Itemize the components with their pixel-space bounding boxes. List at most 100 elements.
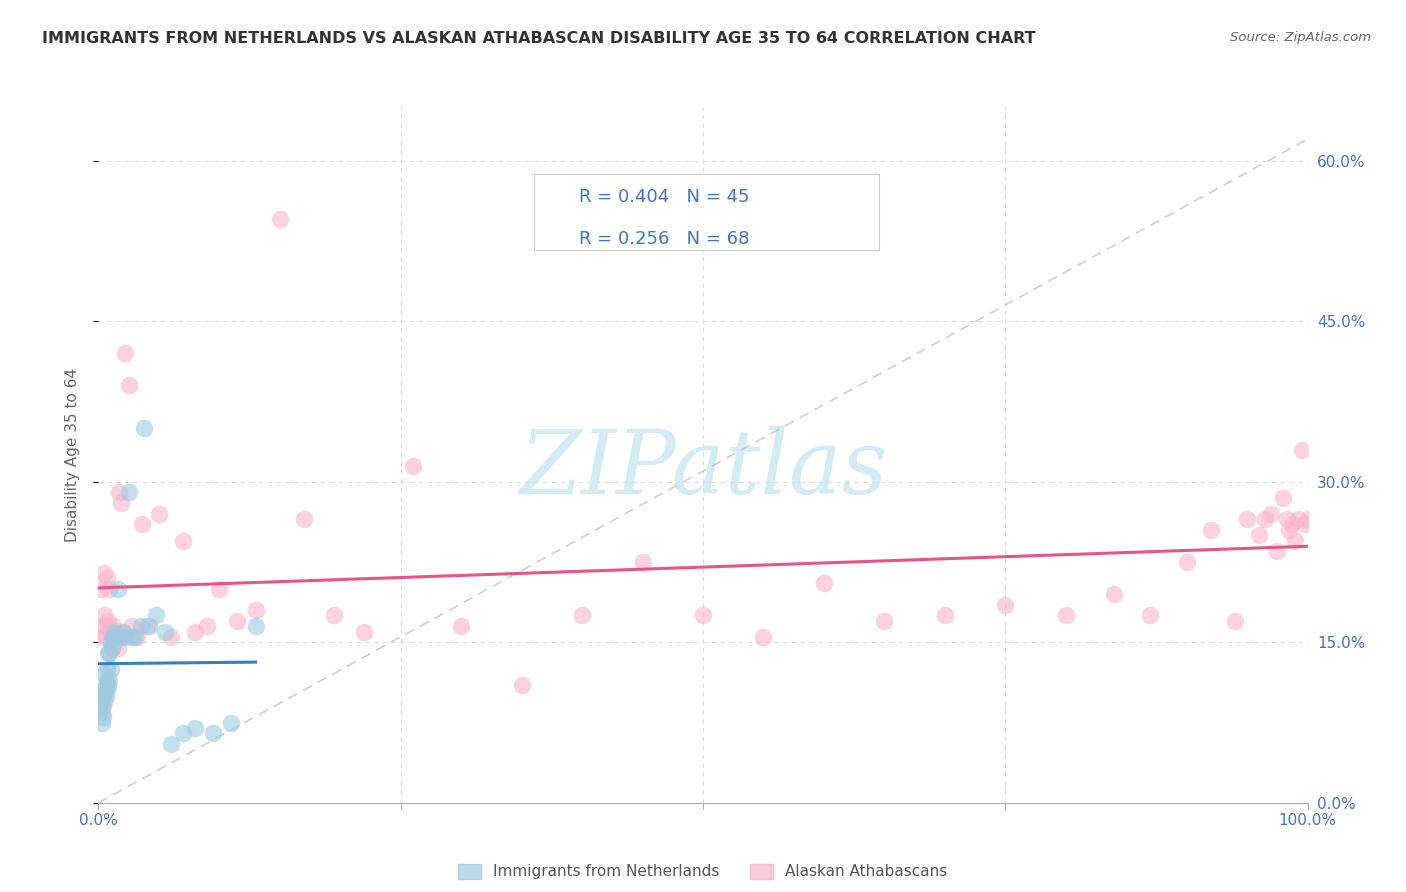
Point xyxy=(148,507,170,521)
Point xyxy=(100,640,122,655)
Point xyxy=(111,624,134,639)
Point xyxy=(1249,528,1271,542)
Point xyxy=(96,571,118,585)
Point xyxy=(221,715,243,730)
Point xyxy=(202,726,225,740)
Point xyxy=(105,624,128,639)
Point xyxy=(1286,512,1309,526)
Point xyxy=(1236,512,1258,526)
Point xyxy=(208,582,231,596)
Point xyxy=(91,699,114,714)
Point xyxy=(98,582,121,596)
Point xyxy=(114,630,136,644)
Point xyxy=(172,533,194,548)
Point xyxy=(873,614,896,628)
Point xyxy=(93,683,115,698)
Point xyxy=(91,689,114,703)
Point xyxy=(571,608,593,623)
Point xyxy=(118,485,141,500)
Point xyxy=(100,640,122,655)
Point xyxy=(138,619,160,633)
Point xyxy=(692,608,714,623)
Point xyxy=(1294,517,1316,532)
Point xyxy=(93,566,115,580)
Text: R = 0.404   N = 45: R = 0.404 N = 45 xyxy=(579,188,749,206)
Point xyxy=(91,630,114,644)
Point xyxy=(93,667,115,681)
Point xyxy=(124,630,146,644)
Point xyxy=(160,630,183,644)
Point xyxy=(93,608,115,623)
Point xyxy=(129,619,152,633)
Point xyxy=(1275,512,1298,526)
Point xyxy=(184,721,207,735)
Point xyxy=(245,619,267,633)
Point xyxy=(100,624,122,639)
Point xyxy=(90,582,112,596)
Point xyxy=(323,608,346,623)
Text: R = 0.256   N = 68: R = 0.256 N = 68 xyxy=(579,230,749,248)
Legend: Immigrants from Netherlands, Alaskan Athabascans: Immigrants from Netherlands, Alaskan Ath… xyxy=(453,857,953,886)
Point xyxy=(1139,608,1161,623)
Point xyxy=(93,694,115,708)
Point xyxy=(121,619,143,633)
Point xyxy=(752,630,775,644)
Point xyxy=(135,619,157,633)
Point xyxy=(107,582,129,596)
Point xyxy=(1296,512,1319,526)
Point xyxy=(127,630,149,644)
Point xyxy=(994,598,1017,612)
Point xyxy=(98,646,121,660)
Point xyxy=(96,662,118,676)
Point xyxy=(103,624,125,639)
Point xyxy=(1054,608,1077,623)
Point xyxy=(104,630,127,644)
Point xyxy=(118,378,141,392)
Point xyxy=(131,517,153,532)
Point xyxy=(91,715,114,730)
Point xyxy=(1278,523,1301,537)
Point xyxy=(353,624,375,639)
Point xyxy=(184,624,207,639)
Point xyxy=(402,458,425,473)
Point xyxy=(292,512,315,526)
Point xyxy=(153,624,176,639)
Point xyxy=(107,640,129,655)
Point xyxy=(94,630,117,644)
Point xyxy=(97,614,120,628)
Point xyxy=(100,635,122,649)
Point xyxy=(1291,442,1313,457)
Point xyxy=(91,705,114,719)
Point xyxy=(134,421,156,435)
Point xyxy=(90,689,112,703)
Text: ZIPatlas: ZIPatlas xyxy=(519,425,887,512)
Point xyxy=(101,619,124,633)
Text: IMMIGRANTS FROM NETHERLANDS VS ALASKAN ATHABASCAN DISABILITY AGE 35 TO 64 CORREL: IMMIGRANTS FROM NETHERLANDS VS ALASKAN A… xyxy=(42,31,1036,46)
Point xyxy=(100,662,122,676)
Y-axis label: Disability Age 35 to 64: Disability Age 35 to 64 xyxy=(65,368,80,542)
Point xyxy=(1272,491,1295,505)
Point xyxy=(103,635,125,649)
Point xyxy=(98,673,121,687)
Point xyxy=(90,694,112,708)
Point xyxy=(121,630,143,644)
Point xyxy=(1281,517,1303,532)
Point xyxy=(631,555,654,569)
Point xyxy=(111,624,134,639)
Point xyxy=(172,726,194,740)
Point xyxy=(97,678,120,692)
Point xyxy=(96,619,118,633)
Point xyxy=(89,699,111,714)
Point xyxy=(94,678,117,692)
Point xyxy=(110,496,132,510)
Point xyxy=(226,614,249,628)
Point xyxy=(97,646,120,660)
Point xyxy=(510,678,533,692)
Point xyxy=(145,608,167,623)
Point xyxy=(91,694,114,708)
Point xyxy=(91,710,114,724)
Point xyxy=(1260,507,1282,521)
Point xyxy=(813,576,835,591)
Point xyxy=(1199,523,1222,537)
Point xyxy=(934,608,956,623)
